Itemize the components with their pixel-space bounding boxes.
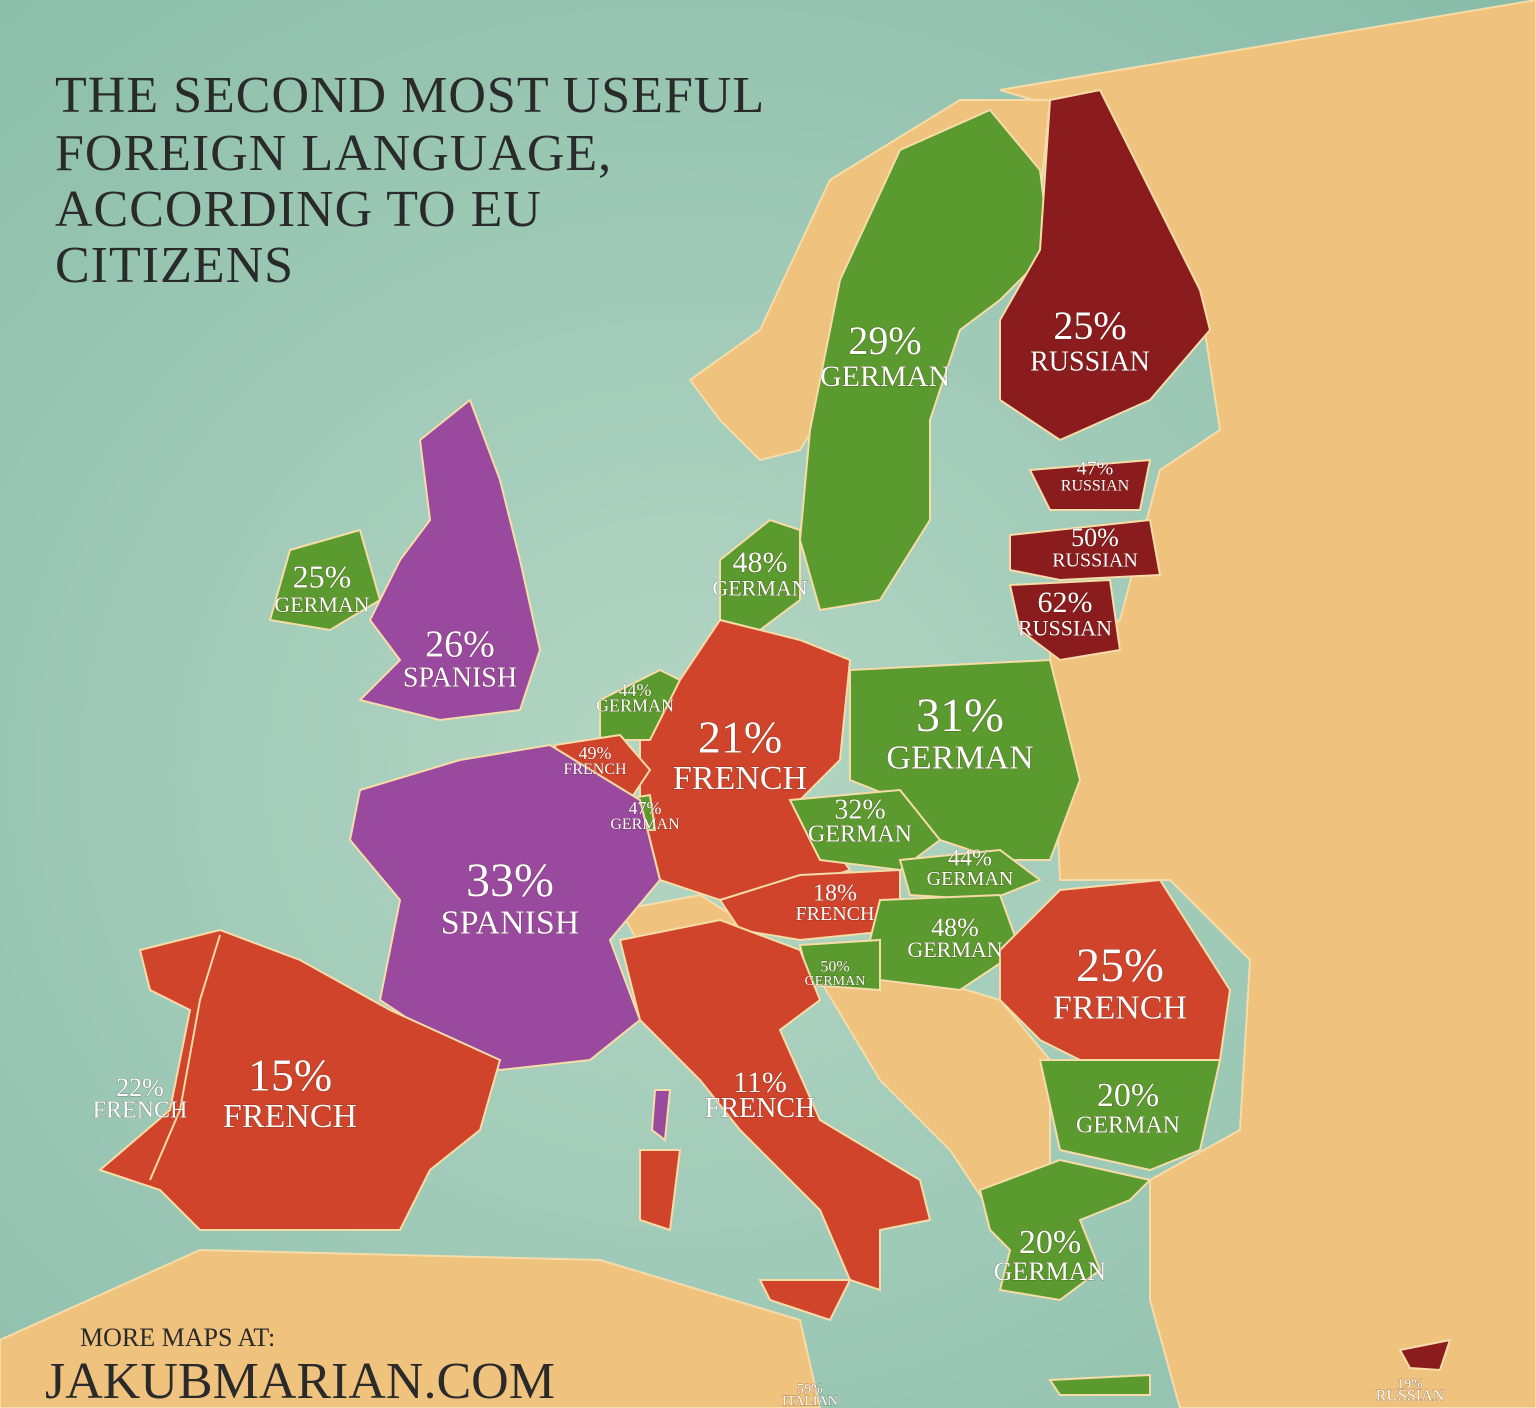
region-percent: 25%: [293, 558, 352, 594]
region-language: FRENCH: [563, 761, 627, 778]
region-language: RUSSIAN: [1376, 1388, 1445, 1405]
region-percent: 49%: [579, 743, 612, 763]
region-language: FRENCH: [1053, 990, 1187, 1027]
region-language: SPANISH: [403, 663, 517, 694]
north-africa: [0, 1248, 822, 1408]
region-percent: 48%: [733, 546, 788, 579]
region-percent: 33%: [466, 854, 554, 907]
france: [348, 743, 662, 1072]
region-percent: 59%: [797, 1382, 823, 1397]
sardinia: [639, 1149, 682, 1232]
region-language: GERMAN: [1076, 1112, 1180, 1138]
region-language: RUSSIAN: [1061, 478, 1130, 495]
region-percent: 47%: [1077, 458, 1114, 480]
region-language: FRENCH: [93, 1098, 188, 1124]
region-language: GERMAN: [886, 740, 1033, 777]
region-language: ITALIAN: [782, 1394, 838, 1408]
corsica: [650, 1089, 672, 1142]
region-percent: 25%: [1053, 303, 1126, 348]
footer-note: MORE MAPS AT:: [80, 1323, 275, 1352]
latvia: [1009, 518, 1162, 582]
region-percent: 50%: [820, 959, 849, 976]
title: THE SECOND MOST USEFUL FOREIGN LANGUAGE,…: [55, 67, 765, 294]
region-language: FRENCH: [796, 903, 875, 925]
footer-site: JAKUBMARIAN.COM: [45, 1353, 555, 1408]
title-line: FOREIGN LANGUAGE,: [55, 125, 612, 182]
region-language: RUSSIAN: [1052, 550, 1138, 572]
region-percent: 25%: [1076, 939, 1164, 992]
ireland: [268, 528, 382, 632]
region-language: FRENCH: [705, 1093, 815, 1124]
title-line: ACCORDING TO EU: [55, 181, 542, 238]
region-percent: 21%: [698, 712, 782, 763]
region-percent: 32%: [834, 794, 885, 825]
region-percent: 26%: [425, 624, 495, 666]
lithuania: [1008, 578, 1122, 662]
region-percent: 20%: [1019, 1224, 1081, 1261]
cyprus: [1398, 1338, 1452, 1372]
region-language: GERMAN: [610, 816, 680, 833]
region-language: RUSSIAN: [1018, 616, 1112, 641]
region-language: FRENCH: [223, 1098, 357, 1135]
czechia: [788, 788, 942, 872]
region-percent: 29%: [848, 318, 921, 363]
region-percent: 15%: [248, 1050, 332, 1101]
title-line: THE SECOND MOST USEFUL: [55, 67, 765, 124]
region-percent: 48%: [931, 913, 979, 942]
region-language: GERMAN: [805, 974, 866, 989]
region-language: GERMAN: [907, 937, 1002, 962]
region-language: GERMAN: [994, 1257, 1107, 1286]
region-percent: 19%: [1397, 1377, 1423, 1392]
crete: [1048, 1373, 1151, 1396]
title-line: CITIZENS: [55, 237, 294, 294]
region-language: GERMAN: [808, 821, 912, 847]
finland: [999, 88, 1212, 442]
region-percent: 22%: [116, 1073, 164, 1102]
region-language: GERMAN: [712, 576, 807, 601]
netherlands: [599, 668, 682, 741]
region-percent: 44%: [948, 846, 992, 872]
region-language: SPANISH: [441, 905, 580, 942]
slovakia: [898, 848, 1043, 902]
region-percent: 11%: [733, 1066, 787, 1099]
region-language: GERMAN: [820, 360, 950, 393]
region-percent: 31%: [916, 689, 1004, 742]
greece: [978, 1158, 1152, 1302]
region-percent: 44%: [619, 680, 652, 700]
portugal-border: [149, 934, 221, 1181]
sicily: [758, 1279, 852, 1322]
region-language: GERMAN: [927, 868, 1014, 890]
region-percent: 50%: [1071, 523, 1119, 552]
region-percent: 18%: [813, 881, 857, 907]
region-percent: 20%: [1097, 1077, 1159, 1114]
region-language: FRENCH: [673, 760, 807, 797]
italy: [618, 918, 932, 1292]
region-percent: 47%: [629, 798, 662, 818]
labels: 25%GERMAN26%SPANISH29%GERMAN25%RUSSIAN47…: [92, 303, 1445, 1408]
bulgaria: [1038, 1059, 1222, 1172]
region-language: GERMAN: [596, 695, 674, 715]
sweden: [798, 108, 1052, 612]
estonia: [1028, 458, 1152, 511]
united-kingdom: [358, 398, 542, 722]
region-language: GERMAN: [274, 592, 369, 617]
region-percent: 62%: [1038, 586, 1093, 619]
region-language: RUSSIAN: [1030, 346, 1150, 377]
eastern-europe: [999, 0, 1536, 1408]
